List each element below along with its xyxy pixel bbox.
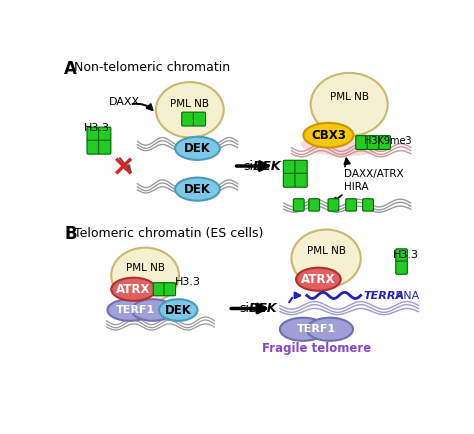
Text: DEK: DEK [165,303,191,316]
FancyBboxPatch shape [379,135,391,149]
Ellipse shape [310,73,388,136]
Text: PML NB: PML NB [307,246,346,256]
Text: DAXX/ATRX: DAXX/ATRX [344,169,403,179]
Text: PML NB: PML NB [170,99,210,108]
Ellipse shape [132,299,174,321]
Ellipse shape [292,230,361,287]
Text: DEK: DEK [184,183,211,196]
Ellipse shape [159,299,198,321]
Text: TERF1: TERF1 [116,305,155,315]
Text: si: si [243,160,253,173]
Text: H3K9me3: H3K9me3 [364,136,411,146]
Text: ATRX: ATRX [301,273,336,286]
Text: DEK: DEK [184,142,211,155]
FancyBboxPatch shape [87,140,100,154]
Text: ATRX: ATRX [116,283,151,296]
FancyBboxPatch shape [293,199,304,211]
FancyBboxPatch shape [182,112,194,126]
Text: HIRA: HIRA [344,182,368,192]
FancyBboxPatch shape [283,160,296,174]
Ellipse shape [301,133,390,156]
FancyBboxPatch shape [164,283,175,296]
FancyBboxPatch shape [363,199,374,211]
Text: H3.3: H3.3 [174,276,201,286]
Text: DEK: DEK [249,302,278,315]
Text: Telomeric chromatin (ES cells): Telomeric chromatin (ES cells) [74,227,264,240]
FancyBboxPatch shape [309,199,319,211]
Text: TERF1: TERF1 [297,324,337,334]
Text: DAXX: DAXX [109,97,140,107]
FancyBboxPatch shape [99,127,111,141]
Text: PML NB: PML NB [330,92,369,102]
Text: RNA: RNA [392,291,419,301]
Text: TERRA: TERRA [363,291,404,301]
FancyBboxPatch shape [328,199,339,211]
Ellipse shape [111,278,156,301]
Text: Non-telomeric chromatin: Non-telomeric chromatin [74,61,230,74]
Ellipse shape [296,268,341,291]
Ellipse shape [175,178,220,201]
Ellipse shape [307,318,353,341]
FancyBboxPatch shape [396,249,407,262]
Text: H3.3: H3.3 [393,250,419,260]
FancyBboxPatch shape [295,160,307,174]
FancyBboxPatch shape [367,135,379,149]
Text: CBX3: CBX3 [311,129,346,142]
Text: si: si [239,302,249,315]
Text: B: B [64,225,77,243]
Text: Fragile telomere: Fragile telomere [262,342,372,355]
Text: A: A [64,60,77,78]
FancyBboxPatch shape [153,283,165,296]
Text: DEK: DEK [253,160,282,173]
Text: H3.3: H3.3 [83,122,109,132]
FancyBboxPatch shape [283,173,296,187]
Ellipse shape [175,137,220,160]
FancyBboxPatch shape [396,261,407,274]
FancyBboxPatch shape [193,112,206,126]
FancyBboxPatch shape [87,127,100,141]
Ellipse shape [303,123,354,148]
FancyBboxPatch shape [346,199,356,211]
Ellipse shape [108,299,152,321]
Text: PML NB: PML NB [126,263,164,273]
Ellipse shape [156,82,224,138]
FancyBboxPatch shape [356,135,367,149]
FancyBboxPatch shape [99,140,111,154]
Ellipse shape [280,318,326,341]
FancyBboxPatch shape [295,173,307,187]
Ellipse shape [111,248,179,303]
